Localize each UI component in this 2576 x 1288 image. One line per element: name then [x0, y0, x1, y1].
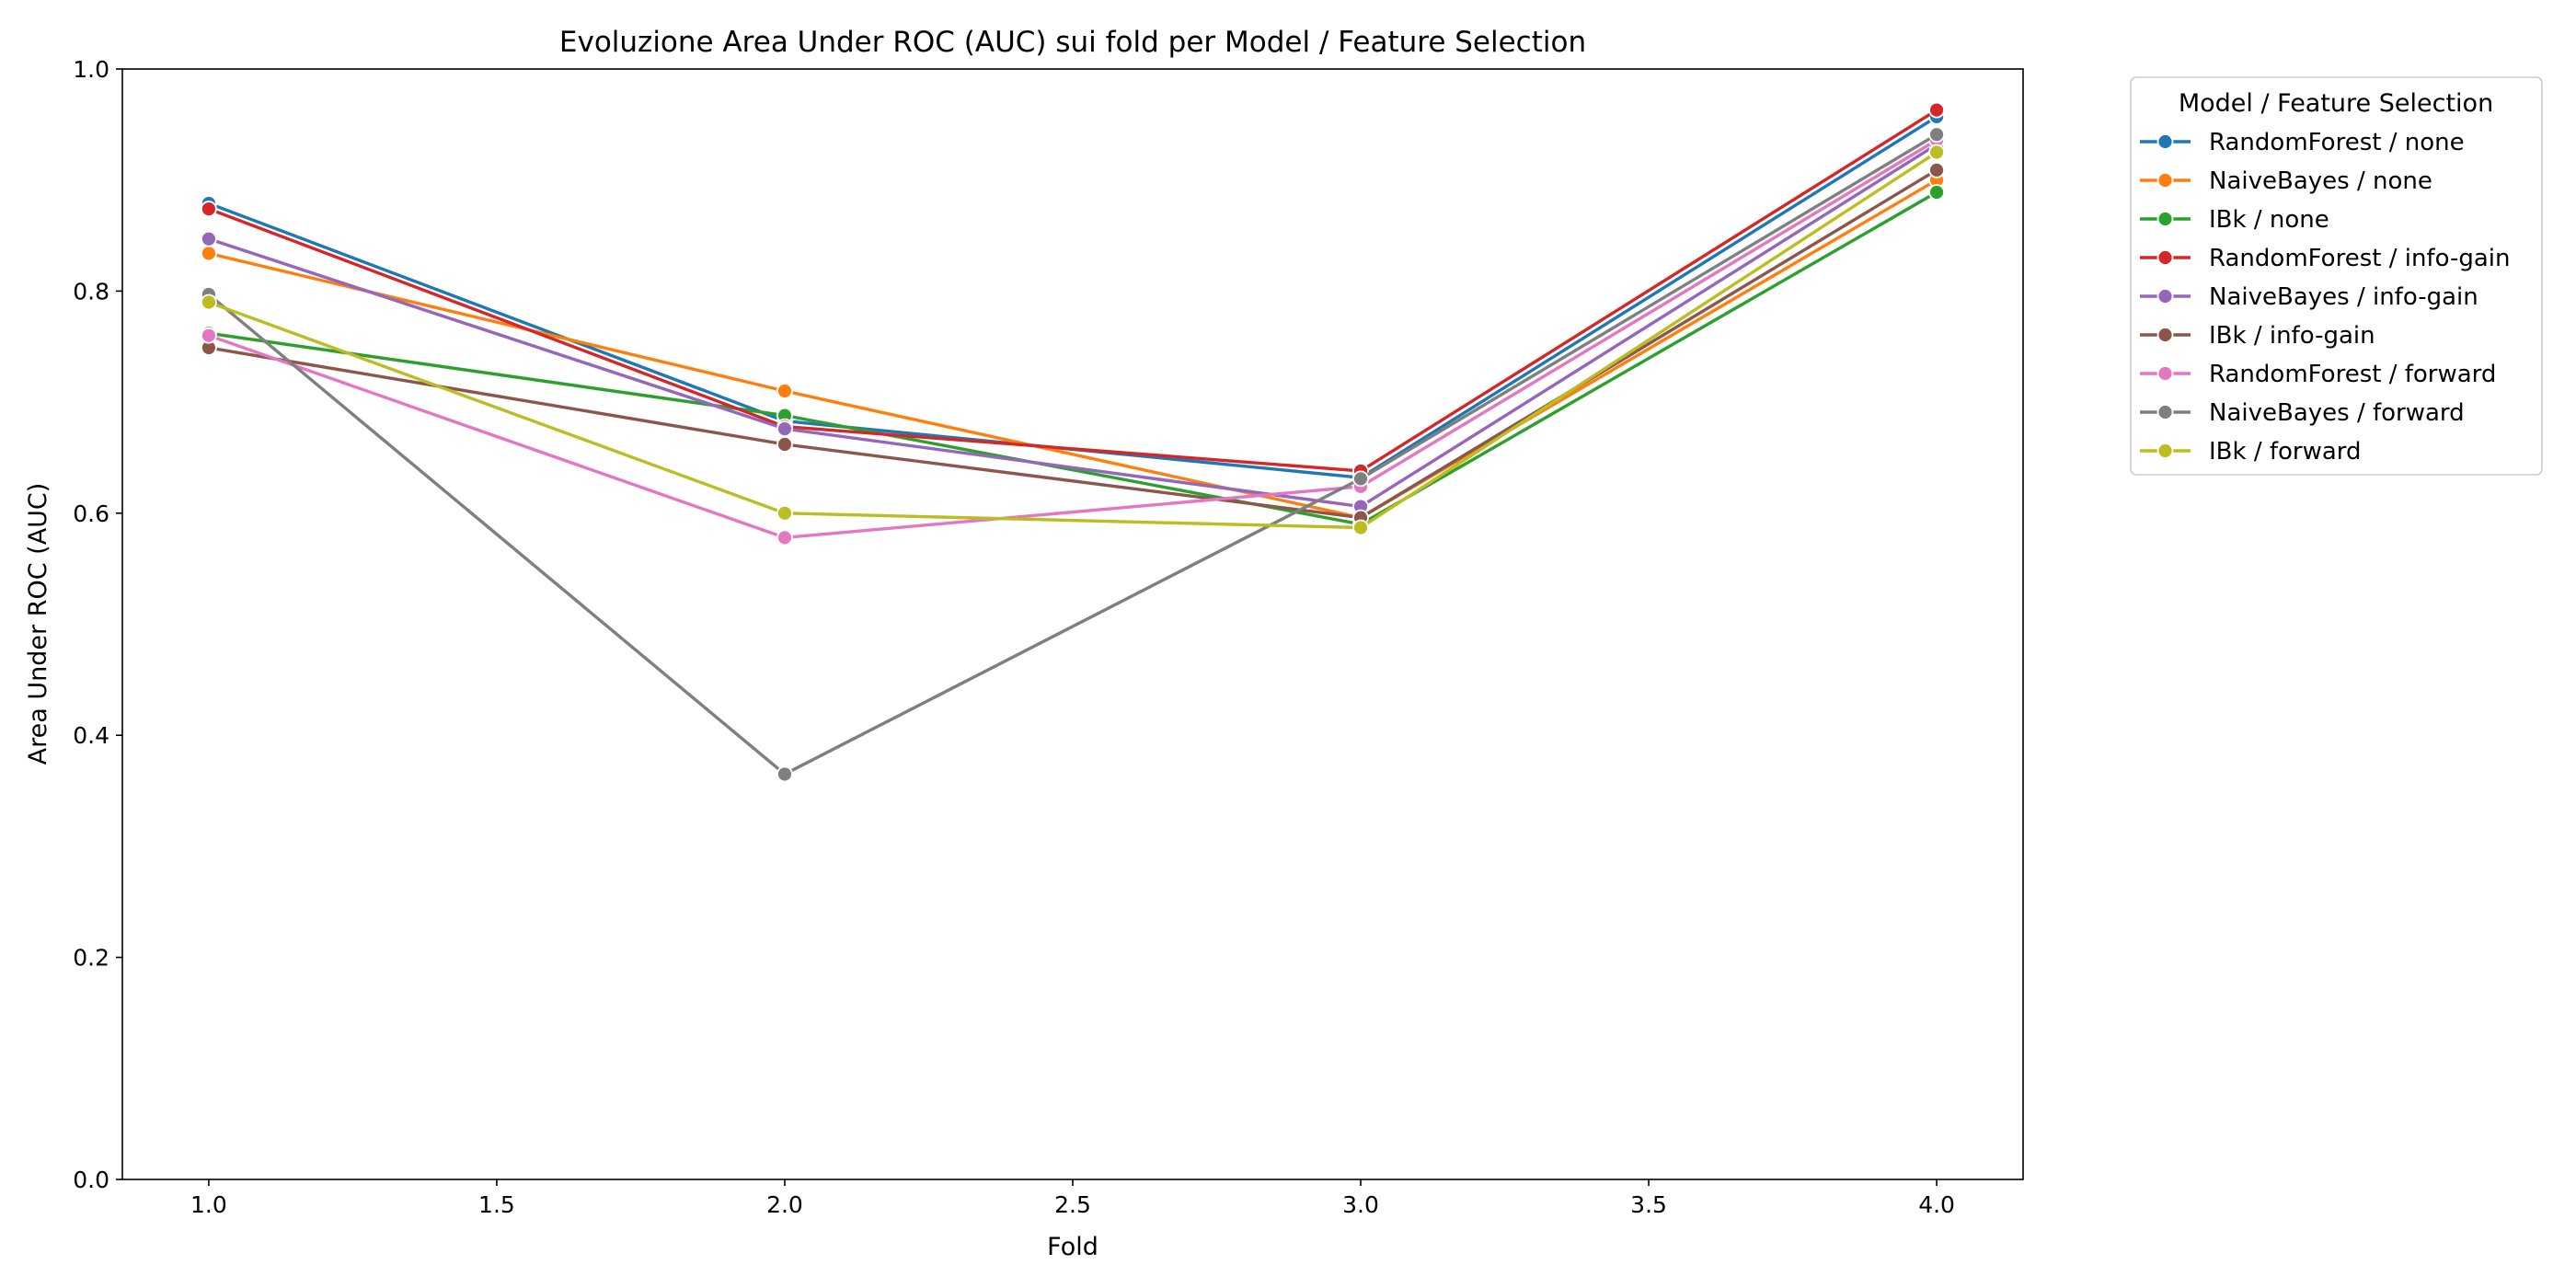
series-8 [201, 144, 1945, 536]
legend: Model / Feature Selection RandomForest /… [2130, 76, 2543, 476]
legend-item: NaiveBayes / forward [2140, 399, 2465, 427]
data-point [1928, 184, 1945, 201]
x-tick-label: 3.0 [1342, 1191, 1379, 1218]
series-layer [201, 101, 1945, 783]
data-point [1928, 101, 1945, 119]
series-line [207, 108, 1938, 473]
series-4 [201, 136, 1945, 515]
data-point [776, 765, 793, 783]
legend-marker [2156, 288, 2174, 305]
series-0 [201, 109, 1945, 487]
legend-marker [2156, 365, 2174, 382]
y-tick-label: 0.2 [73, 945, 109, 972]
legend-item: RandomForest / info-gain [2140, 245, 2511, 272]
legend-label: IBk / info-gain [2209, 322, 2375, 350]
data-point [1928, 126, 1945, 144]
data-point [1352, 519, 1369, 536]
legend-item: NaiveBayes / info-gain [2140, 283, 2478, 311]
data-point [776, 420, 793, 437]
y-tick-label: 1.0 [73, 56, 109, 83]
x-axis-label: Fold [1047, 1233, 1098, 1261]
data-point [776, 504, 793, 522]
series-line [207, 190, 1938, 526]
legend-marker [2156, 327, 2174, 343]
plot-frame [121, 68, 2024, 1180]
x-tick-label: 3.5 [1630, 1191, 1667, 1218]
legend-item: IBk / info-gain [2140, 322, 2375, 350]
series-line [207, 132, 1938, 776]
legend-marker [2156, 211, 2174, 227]
data-point [201, 327, 217, 344]
y-tick-label: 0.0 [73, 1167, 109, 1193]
legend-item: NaiveBayes / none [2140, 167, 2432, 195]
legend-item: IBk / none [2140, 206, 2329, 234]
legend-marker [2156, 443, 2174, 459]
legend-title: Model / Feature Selection [2179, 89, 2493, 118]
series-line [207, 143, 1938, 509]
series-line [207, 150, 1938, 530]
x-tick-label: 2.0 [766, 1191, 803, 1218]
data-point [201, 245, 217, 262]
y-axis-ticks: 0.0 0.2 0.4 0.6 0.8 1.0 [73, 56, 122, 1193]
legend-label: RandomForest / none [2209, 129, 2465, 156]
series-1 [201, 171, 1945, 526]
legend-item: IBk / forward [2140, 438, 2362, 466]
series-3 [201, 101, 1945, 479]
x-tick-label: 4.0 [1918, 1191, 1955, 1218]
legend-label: NaiveBayes / none [2209, 167, 2432, 195]
y-axis-label: Area Under ROC (AUC) [24, 483, 52, 765]
x-axis-ticks: 1.0 1.5 2.0 2.5 3.0 3.5 4.0 [190, 1179, 1955, 1218]
legend-label: RandomForest / info-gain [2209, 245, 2511, 272]
data-point [776, 529, 793, 546]
x-tick-label: 1.0 [190, 1191, 227, 1218]
data-point [201, 230, 217, 247]
legend-label: RandomForest / forward [2209, 361, 2496, 388]
legend-label: NaiveBayes / forward [2209, 399, 2465, 427]
legend-marker [2156, 249, 2174, 266]
x-tick-label: 1.5 [478, 1191, 515, 1218]
legend-frame [2130, 76, 2543, 476]
legend-marker [2156, 133, 2174, 150]
legend-label: NaiveBayes / info-gain [2209, 283, 2478, 311]
legend-item: RandomForest / none [2140, 129, 2465, 156]
series-line [207, 168, 1938, 520]
data-point [1352, 470, 1369, 488]
legend-marker [2156, 172, 2174, 189]
data-point [201, 201, 217, 217]
legend-marker [2156, 404, 2174, 420]
legend-items: RandomForest / none NaiveBayes / none IBk … [2140, 129, 2511, 466]
data-point [1928, 161, 1945, 178]
x-tick-label: 2.5 [1054, 1191, 1091, 1218]
data-point [776, 383, 793, 399]
legend-label: IBk / forward [2209, 438, 2362, 466]
series-line [207, 138, 1938, 540]
y-tick-label: 0.4 [73, 722, 109, 749]
y-tick-label: 0.6 [73, 500, 109, 527]
legend-item: RandomForest / forward [2140, 361, 2496, 388]
data-point [776, 436, 793, 453]
legend-label: IBk / none [2209, 206, 2329, 234]
data-point [201, 293, 217, 311]
data-point [1928, 144, 1945, 161]
series-line [207, 178, 1938, 520]
y-tick-label: 0.8 [73, 278, 109, 305]
chart-title: Evoluzione Area Under ROC (AUC) sui fold… [559, 26, 1586, 59]
